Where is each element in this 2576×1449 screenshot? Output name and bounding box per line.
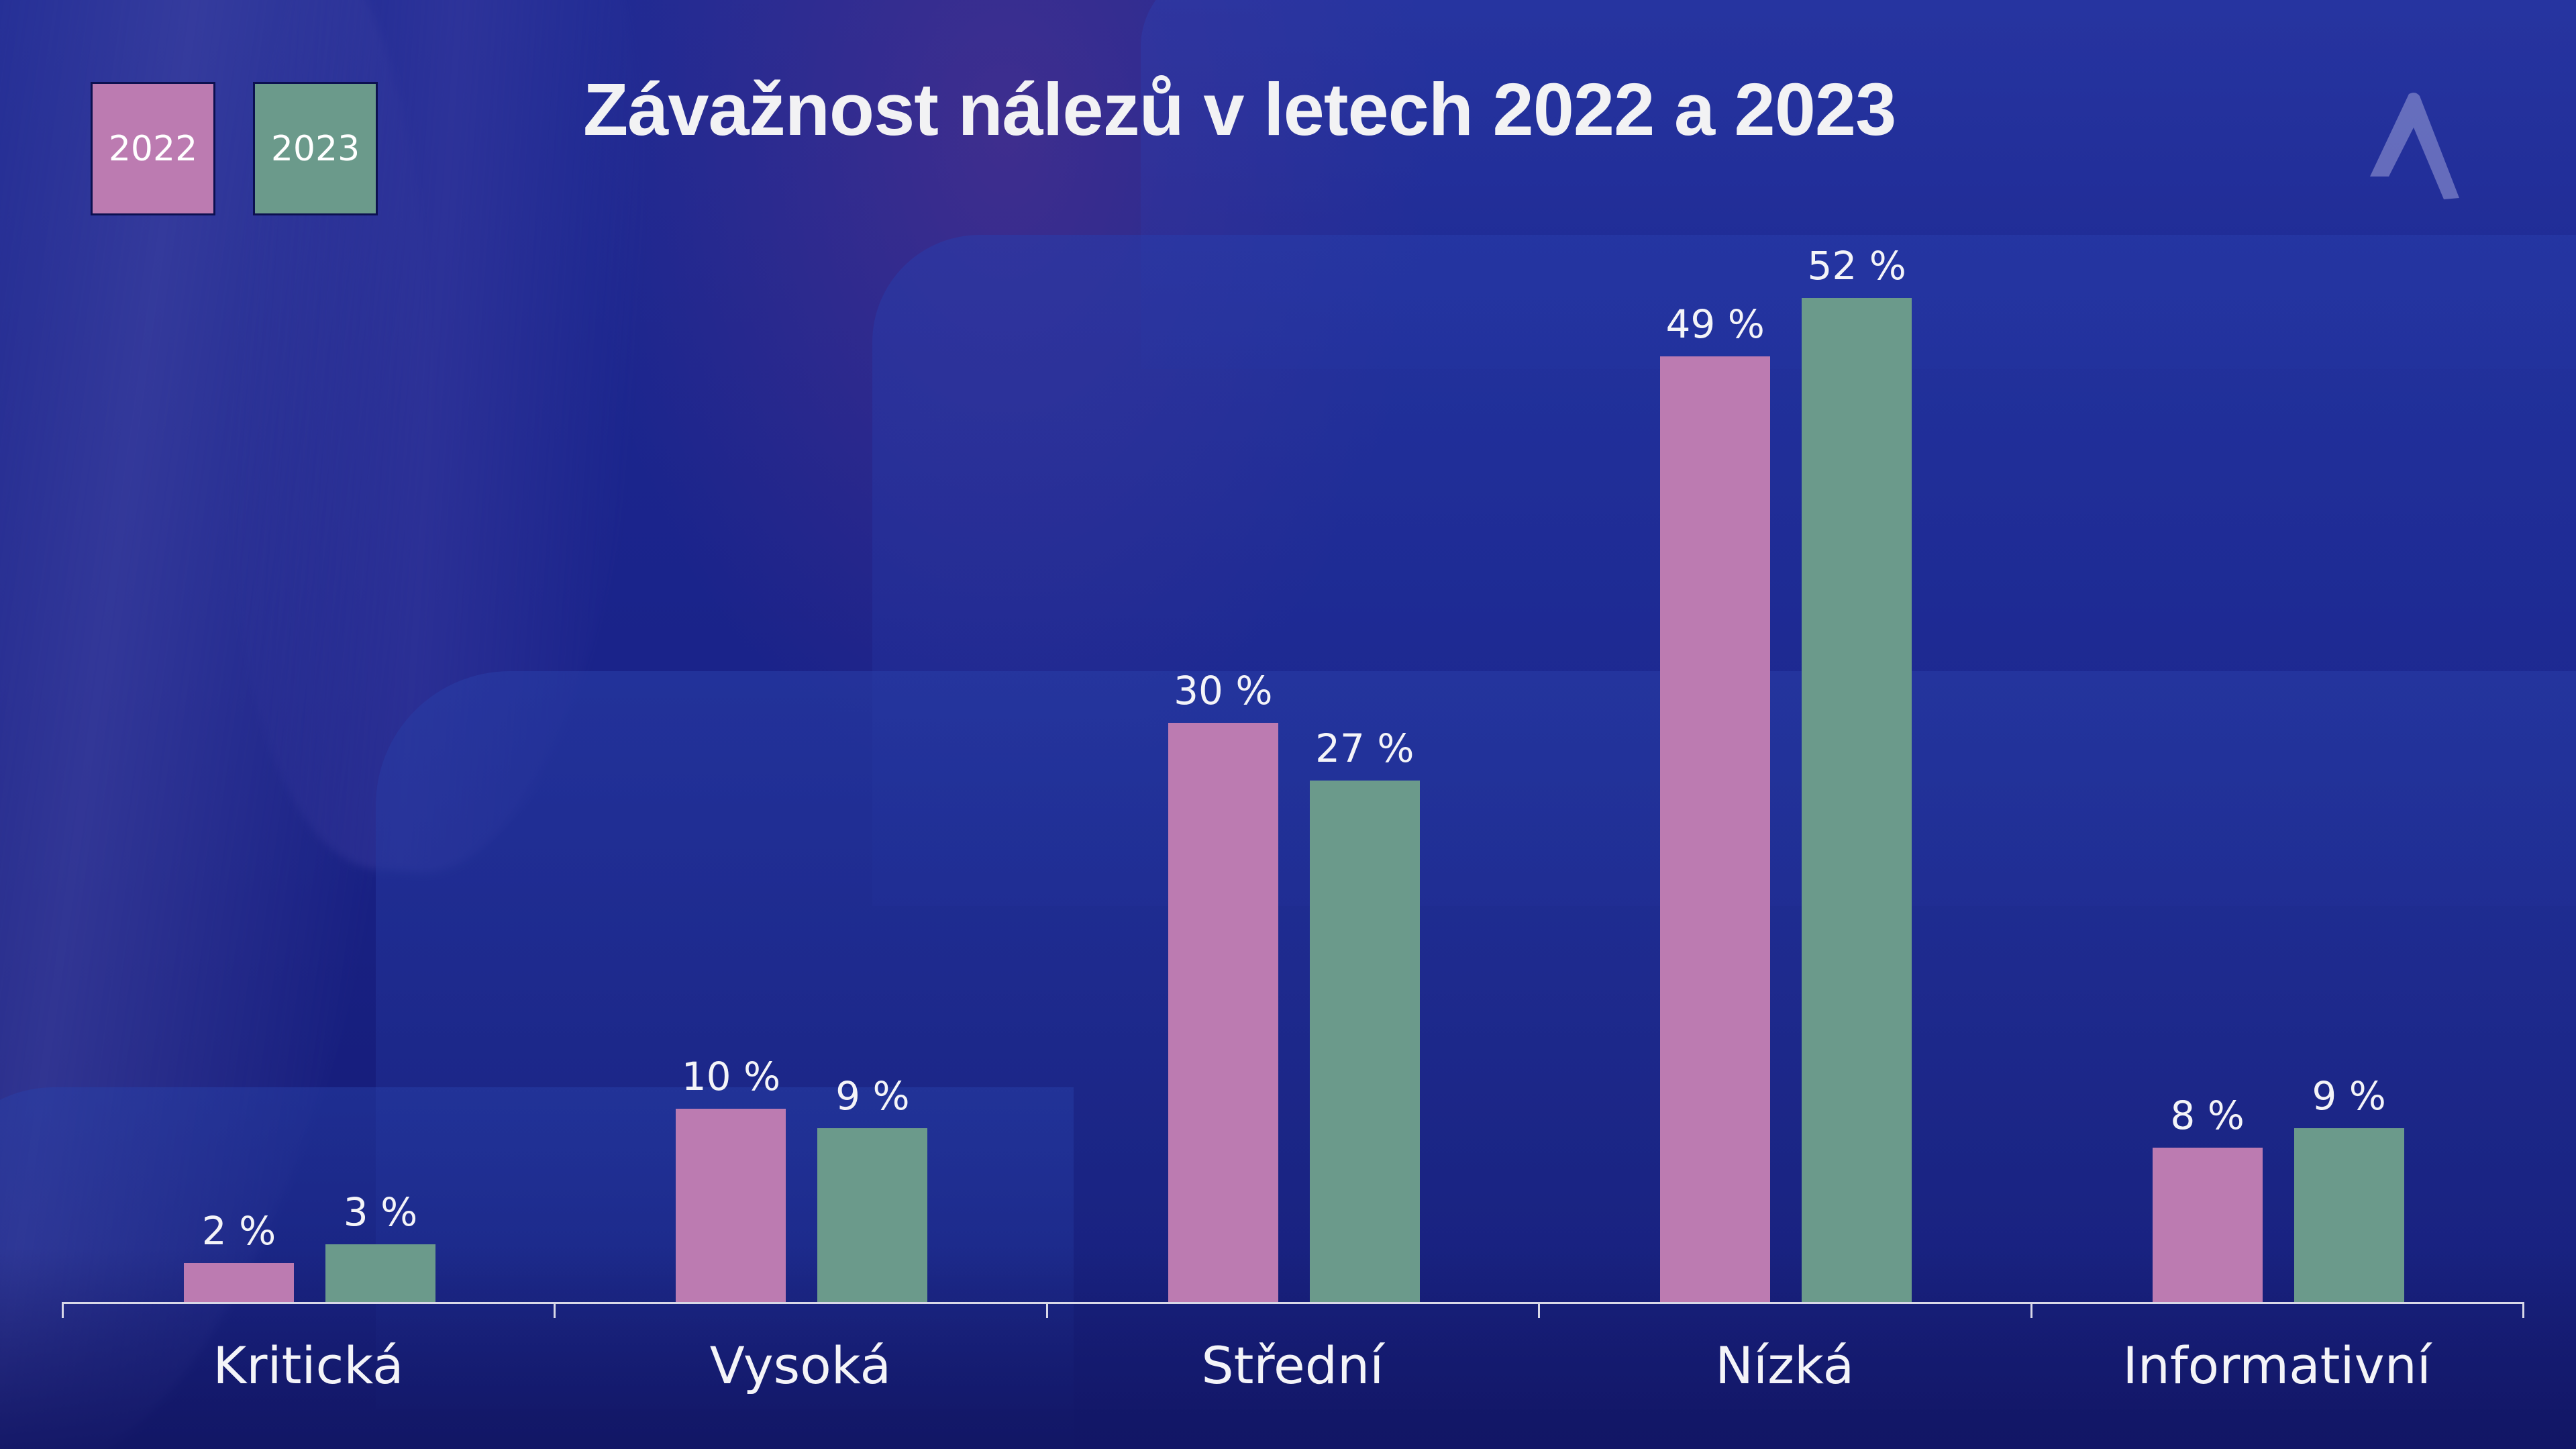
- x-axis-tick: [2030, 1302, 2032, 1318]
- x-axis-tick: [2522, 1302, 2524, 1318]
- x-axis-tick: [1045, 1302, 1048, 1318]
- x-axis-category-label: Kritická: [213, 1336, 404, 1395]
- x-axis-tick: [554, 1302, 556, 1318]
- data-label-2023: 3 %: [343, 1189, 418, 1235]
- bar-2022: [1168, 723, 1278, 1302]
- data-label-2023: 52 %: [1807, 243, 1906, 289]
- data-label-2022: 10 %: [681, 1054, 781, 1100]
- legend-item-2023: 2023: [253, 82, 378, 215]
- x-axis-category-label: Vysoká: [709, 1336, 892, 1395]
- bar-2023: [2294, 1128, 2404, 1302]
- bar-2022: [2152, 1147, 2263, 1302]
- x-axis-tick: [1538, 1302, 1541, 1318]
- legend-item-2022: 2022: [91, 82, 215, 215]
- bar-2023: [1309, 781, 1420, 1302]
- data-label-2023: 27 %: [1315, 726, 1414, 772]
- bar-2022: [1660, 356, 1771, 1302]
- data-label-2023: 9 %: [2312, 1073, 2386, 1119]
- caret-logo-icon: [2370, 93, 2459, 199]
- x-axis-category-label: Nízká: [1715, 1336, 1855, 1395]
- bar-2023: [817, 1128, 928, 1302]
- x-axis-category-label: Střední: [1201, 1336, 1384, 1395]
- x-axis-line: [62, 1302, 2523, 1304]
- x-axis-tick: [62, 1302, 64, 1318]
- bar-2023: [1802, 298, 1912, 1302]
- data-label-2022: 30 %: [1174, 668, 1273, 714]
- data-label-2022: 2 %: [201, 1208, 276, 1254]
- legend-label-2023: 2023: [270, 128, 360, 169]
- bar-2023: [325, 1244, 435, 1302]
- x-axis-category-label: Informativní: [2122, 1336, 2431, 1395]
- legend-label-2022: 2022: [108, 128, 198, 169]
- bar-2022: [184, 1263, 294, 1302]
- data-label-2023: 9 %: [835, 1073, 910, 1119]
- data-label-2022: 49 %: [1665, 301, 1765, 347]
- chart-title: Závažnost nálezů v letech 2022 a 2023: [583, 68, 1896, 151]
- bar-2022: [676, 1109, 786, 1302]
- data-label-2022: 8 %: [2170, 1092, 2245, 1138]
